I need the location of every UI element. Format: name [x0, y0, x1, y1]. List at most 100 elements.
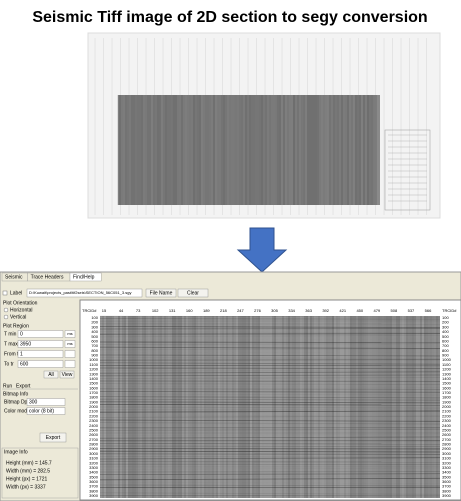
time-label: 1900 [442, 399, 452, 404]
subtab[interactable]: Run [3, 383, 12, 389]
radio[interactable] [3, 314, 9, 320]
reflector [99, 453, 441, 455]
reflector [99, 396, 441, 399]
trace-label: 15 [102, 308, 107, 313]
reflector [99, 354, 441, 357]
button[interactable] [145, 288, 177, 298]
input[interactable] [17, 330, 64, 338]
trace-label: 247 [237, 308, 244, 313]
time-label: 700 [91, 343, 98, 348]
time-label: 200 [442, 320, 449, 325]
trace-label: 334 [288, 308, 295, 313]
reflector [99, 348, 441, 351]
time-label: 3900 [442, 493, 452, 498]
input-value: 600 [20, 361, 29, 367]
time-label: 1400 [442, 376, 452, 381]
input-value: 3950 [20, 341, 31, 347]
reflector [99, 445, 441, 448]
select-value: color (8 bit) [29, 408, 54, 414]
time-label: 2400 [442, 423, 452, 428]
time-label: 900 [91, 353, 98, 358]
path-box [26, 288, 143, 298]
reflector [99, 343, 441, 346]
reflector [99, 428, 441, 431]
time-label: 1100 [442, 362, 451, 367]
select[interactable] [26, 398, 66, 406]
checkbox[interactable] [2, 290, 8, 296]
radio[interactable] [3, 307, 9, 313]
time-label: 2200 [442, 413, 452, 418]
trace-label: 102 [152, 308, 159, 313]
time-label: 3000 [442, 451, 452, 456]
input[interactable] [17, 350, 64, 358]
time-label: 1200 [442, 367, 452, 372]
unit-box [64, 340, 76, 348]
trace-label: 276 [254, 308, 261, 313]
input[interactable] [17, 360, 64, 368]
time-label: 3400 [442, 470, 452, 475]
tab-label: Trace Headers [31, 274, 64, 280]
time-label: 1900 [89, 399, 99, 404]
trace-label: 508 [391, 308, 398, 313]
trace-label: 537 [408, 308, 415, 313]
input-value: 0 [20, 331, 23, 337]
time-label: 2900 [442, 446, 452, 451]
time-label: 3100 [442, 456, 452, 461]
button[interactable] [39, 432, 67, 443]
scan-image [94, 38, 431, 215]
time-label: 3000 [89, 451, 99, 456]
reflector [99, 371, 441, 374]
time-label: 3100 [89, 456, 99, 461]
reflector [99, 422, 441, 425]
reflector [99, 357, 441, 359]
time-label: 2800 [89, 442, 99, 447]
time-label: 2400 [89, 423, 99, 428]
subtab[interactable]: Export [16, 383, 31, 389]
time-label: 1100 [89, 362, 98, 367]
select[interactable] [26, 407, 66, 415]
trace-label: 363 [305, 308, 312, 313]
time-label: 3400 [89, 470, 99, 475]
button[interactable] [177, 288, 209, 298]
reflector [99, 362, 441, 365]
radio-label: Vertical [10, 314, 26, 320]
time-label: 2100 [442, 409, 452, 414]
reflector [99, 457, 441, 460]
group-title: Bitmap Info [3, 391, 29, 397]
time-label: 3200 [89, 460, 99, 465]
button[interactable] [59, 370, 75, 379]
input[interactable] [17, 340, 64, 348]
title: Seismic Tiff image of 2D section to segy… [32, 9, 427, 26]
field-label: To tr [4, 361, 14, 367]
reflector [99, 341, 441, 343]
time-label: 2700 [442, 437, 452, 442]
reflector [99, 406, 441, 409]
time-label: 600 [91, 338, 98, 343]
time-label: 400 [442, 329, 449, 334]
time-label: 400 [91, 329, 98, 334]
time-label: 1300 [442, 371, 452, 376]
trace-label: 218 [220, 308, 227, 313]
trace-label: 421 [339, 308, 346, 313]
button-label: File Name [150, 290, 173, 296]
scan-section [118, 95, 380, 205]
reflector [99, 367, 441, 370]
button-label: View [62, 372, 73, 378]
tab[interactable] [69, 272, 102, 282]
tab-label: Find/Help [73, 274, 95, 280]
time-label: 3500 [442, 474, 452, 479]
trace-label: 392 [322, 308, 329, 313]
reflector [99, 401, 441, 404]
time-label: 1500 [89, 381, 99, 386]
time-label: 3300 [442, 465, 452, 470]
time-label: 1800 [89, 395, 99, 400]
tab-label: Seismic [5, 274, 23, 280]
button[interactable] [43, 370, 59, 379]
button-label: All [48, 372, 54, 378]
time-label: 100 [442, 315, 449, 320]
time-label: 3800 [89, 488, 99, 493]
time-label: 2900 [89, 446, 99, 451]
reflector [99, 398, 441, 401]
reflector [99, 315, 441, 318]
